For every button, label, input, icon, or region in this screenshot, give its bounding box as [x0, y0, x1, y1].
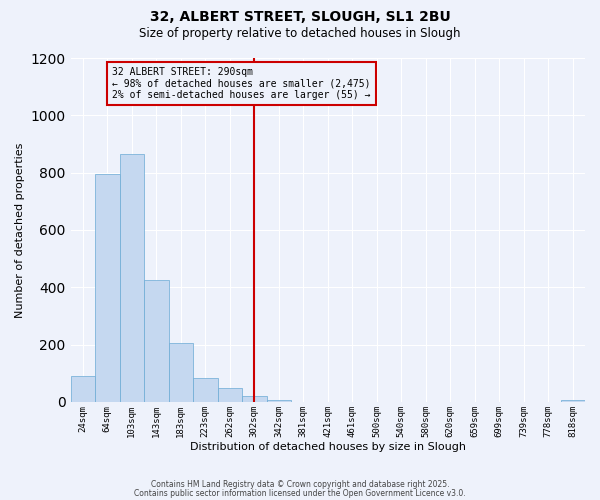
Bar: [266, 400, 291, 402]
Text: Contains HM Land Registry data © Crown copyright and database right 2025.: Contains HM Land Registry data © Crown c…: [151, 480, 449, 489]
Text: Contains public sector information licensed under the Open Government Licence v3: Contains public sector information licen…: [134, 488, 466, 498]
X-axis label: Distribution of detached houses by size in Slough: Distribution of detached houses by size …: [190, 442, 466, 452]
Bar: [119, 154, 144, 402]
Text: 32, ALBERT STREET, SLOUGH, SL1 2BU: 32, ALBERT STREET, SLOUGH, SL1 2BU: [149, 10, 451, 24]
Y-axis label: Number of detached properties: Number of detached properties: [15, 142, 25, 318]
Bar: [169, 343, 193, 402]
Bar: [71, 376, 95, 402]
Bar: [218, 388, 242, 402]
Bar: [144, 280, 169, 402]
Bar: [95, 174, 119, 402]
Bar: [560, 400, 585, 402]
Text: Size of property relative to detached houses in Slough: Size of property relative to detached ho…: [139, 28, 461, 40]
Bar: [193, 378, 218, 402]
Text: 32 ALBERT STREET: 290sqm
← 98% of detached houses are smaller (2,475)
2% of semi: 32 ALBERT STREET: 290sqm ← 98% of detach…: [112, 66, 371, 100]
Bar: [242, 396, 266, 402]
